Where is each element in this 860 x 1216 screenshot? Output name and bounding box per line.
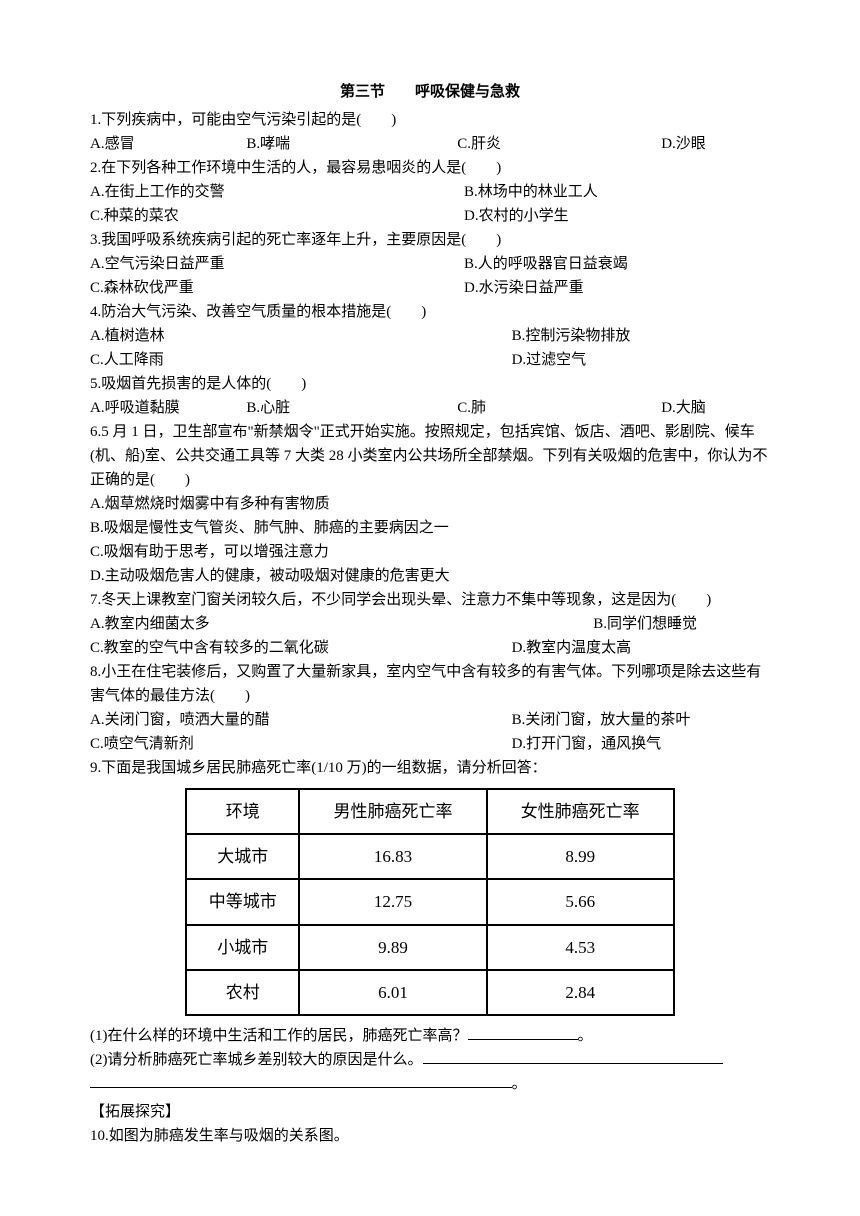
table-cell: 大城市 xyxy=(186,834,299,879)
q1-stem: 1.下列疾病中，可能由空气污染引起的是( ) xyxy=(90,108,770,132)
table-cell: 9.89 xyxy=(299,925,486,970)
q1-option-a: A.感冒 xyxy=(90,132,246,156)
q4-option-c: C.人工降雨 xyxy=(90,348,512,372)
q6-stem-line3: 正确的是( ) xyxy=(90,468,770,492)
q5-option-a: A.呼吸道黏膜 xyxy=(90,396,246,420)
q2-stem: 2.在下列各种工作环境中生活的人，最容易患咽炎的人是( ) xyxy=(90,156,770,180)
q9-sub2-cont: 。 xyxy=(90,1072,770,1096)
q2-options-row1: A.在街上工作的交警 B.林场中的林业工人 xyxy=(90,180,770,204)
q9-sub2: (2)请分析肺癌死亡率城乡差别较大的原因是什么。 xyxy=(90,1048,770,1072)
q8-options-row1: A.关闭门窗，喷洒大量的醋 B.关闭门窗，放大量的茶叶 xyxy=(90,708,770,732)
table-cell: 16.83 xyxy=(299,834,486,879)
q7-stem: 7.冬天上课教室门窗关闭较久后，不少同学会出现头晕、注意力不集中等现象，这是因为… xyxy=(90,588,770,612)
q2-option-a: A.在街上工作的交警 xyxy=(90,180,464,204)
table-header-env: 环境 xyxy=(186,789,299,834)
table-row: 农村 6.01 2.84 xyxy=(186,970,674,1015)
q7-option-c: C.教室的空气中含有较多的二氧化碳 xyxy=(90,636,512,660)
q8-option-a: A.关闭门窗，喷洒大量的醋 xyxy=(90,708,512,732)
q8-stem-line2: 害气体的最佳方法( ) xyxy=(90,684,770,708)
q6-stem-line2: (机、船)室、公共交通工具等 7 大类 28 小类室内公共场所全部禁烟。下列有关… xyxy=(90,444,770,468)
q3-option-c: C.森林砍伐严重 xyxy=(90,276,464,300)
q6-option-d: D.主动吸烟危害人的健康，被动吸烟对健康的危害更大 xyxy=(90,564,770,588)
q4-option-a: A.植树造林 xyxy=(90,324,512,348)
q7-option-a: A.教室内细菌太多 xyxy=(90,612,593,636)
q8-stem-line1: 8.小王在住宅装修后，又购置了大量新家具，室内空气中含有较多的有害气体。下列哪项… xyxy=(90,660,770,684)
q4-option-b: B.控制污染物排放 xyxy=(512,324,770,348)
table-cell: 5.66 xyxy=(487,879,674,924)
q1-options: A.感冒 B.哮喘 C.肝炎 D.沙眼 xyxy=(90,132,770,156)
blank-line xyxy=(468,1025,578,1040)
blank-line xyxy=(90,1073,512,1088)
q5-option-b: B.心脏 xyxy=(246,396,457,420)
q3-options-row1: A.空气污染日益严重 B.人的呼吸器官日益衰竭 xyxy=(90,252,770,276)
q5-option-d: D.大脑 xyxy=(661,396,770,420)
q8-option-d: D.打开门窗，通风换气 xyxy=(512,732,770,756)
q3-options-row2: C.森林砍伐严重 D.水污染日益严重 xyxy=(90,276,770,300)
table-cell: 农村 xyxy=(186,970,299,1015)
q3-option-a: A.空气污染日益严重 xyxy=(90,252,464,276)
q9-stem: 9.下面是我国城乡居民肺癌死亡率(1/10 万)的一组数据，请分析回答： xyxy=(90,756,770,780)
table-header-row: 环境 男性肺癌死亡率 女性肺癌死亡率 xyxy=(186,789,674,834)
table-cell: 小城市 xyxy=(186,925,299,970)
q5-option-c: C.肺 xyxy=(457,396,661,420)
q2-option-b: B.林场中的林业工人 xyxy=(464,180,770,204)
table-cell: 4.53 xyxy=(487,925,674,970)
q7-option-d: D.教室内温度太高 xyxy=(512,636,770,660)
table-header-female: 女性肺癌死亡率 xyxy=(487,789,674,834)
q3-option-b: B.人的呼吸器官日益衰竭 xyxy=(464,252,770,276)
table-row: 大城市 16.83 8.99 xyxy=(186,834,674,879)
blank-line xyxy=(423,1049,723,1064)
q7-options-row1: A.教室内细菌太多 B.同学们想睡觉 xyxy=(90,612,770,636)
q7-options-row2: C.教室的空气中含有较多的二氧化碳 D.教室内温度太高 xyxy=(90,636,770,660)
q8-option-b: B.关闭门窗，放大量的茶叶 xyxy=(512,708,770,732)
q3-option-d: D.水污染日益严重 xyxy=(464,276,770,300)
q4-stem: 4.防治大气污染、改善空气质量的根本措施是( ) xyxy=(90,300,770,324)
q5-options: A.呼吸道黏膜 B.心脏 C.肺 D.大脑 xyxy=(90,396,770,420)
q1-option-b: B.哮喘 xyxy=(246,132,457,156)
q4-options-row1: A.植树造林 B.控制污染物排放 xyxy=(90,324,770,348)
q1-option-d: D.沙眼 xyxy=(661,132,770,156)
q2-options-row2: C.种菜的菜农 D.农村的小学生 xyxy=(90,204,770,228)
table-cell: 8.99 xyxy=(487,834,674,879)
q2-option-d: D.农村的小学生 xyxy=(464,204,770,228)
q3-stem: 3.我国呼吸系统疾病引起的死亡率逐年上升，主要原因是( ) xyxy=(90,228,770,252)
q8-options-row2: C.喷空气清新剂 D.打开门窗，通风换气 xyxy=(90,732,770,756)
q4-options-row2: C.人工降雨 D.过滤空气 xyxy=(90,348,770,372)
q7-option-b: B.同学们想睡觉 xyxy=(593,612,770,636)
table-header-male: 男性肺癌死亡率 xyxy=(299,789,486,834)
table-cell: 中等城市 xyxy=(186,879,299,924)
section-title: 第三节 呼吸保健与急救 xyxy=(90,80,770,104)
table-cell: 12.75 xyxy=(299,879,486,924)
table-cell: 2.84 xyxy=(487,970,674,1015)
q10-stem: 10.如图为肺癌发生率与吸烟的关系图。 xyxy=(90,1124,770,1148)
q5-stem: 5.吸烟首先损害的是人体的( ) xyxy=(90,372,770,396)
q6-option-a: A.烟草燃烧时烟雾中有多种有害物质 xyxy=(90,492,770,516)
q9-sub2-text: (2)请分析肺癌死亡率城乡差别较大的原因是什么。 xyxy=(90,1052,423,1068)
section-header: 【拓展探究】 xyxy=(90,1100,770,1124)
q9-sub1-end: 。 xyxy=(578,1028,593,1044)
q2-option-c: C.种菜的菜农 xyxy=(90,204,464,228)
q6-option-c: C.吸烟有助于思考，可以增强注意力 xyxy=(90,540,770,564)
q9-sub2-end: 。 xyxy=(512,1076,527,1092)
q4-option-d: D.过滤空气 xyxy=(512,348,770,372)
q1-option-c: C.肝炎 xyxy=(457,132,661,156)
q8-option-c: C.喷空气清新剂 xyxy=(90,732,512,756)
table-cell: 6.01 xyxy=(299,970,486,1015)
table-row: 中等城市 12.75 5.66 xyxy=(186,879,674,924)
q9-sub1-text: (1)在什么样的环境中生活和工作的居民，肺癌死亡率高？ xyxy=(90,1028,468,1044)
q6-option-b: B.吸烟是慢性支气管炎、肺气肿、肺癌的主要病因之一 xyxy=(90,516,770,540)
q9-data-table: 环境 男性肺癌死亡率 女性肺癌死亡率 大城市 16.83 8.99 中等城市 1… xyxy=(185,788,675,1016)
q9-sub1: (1)在什么样的环境中生活和工作的居民，肺癌死亡率高？ 。 xyxy=(90,1024,770,1048)
q6-stem-line1: 6.5 月 1 日，卫生部宣布"新禁烟令"正式开始实施。按照规定，包括宾馆、饭店… xyxy=(90,420,770,444)
table-row: 小城市 9.89 4.53 xyxy=(186,925,674,970)
